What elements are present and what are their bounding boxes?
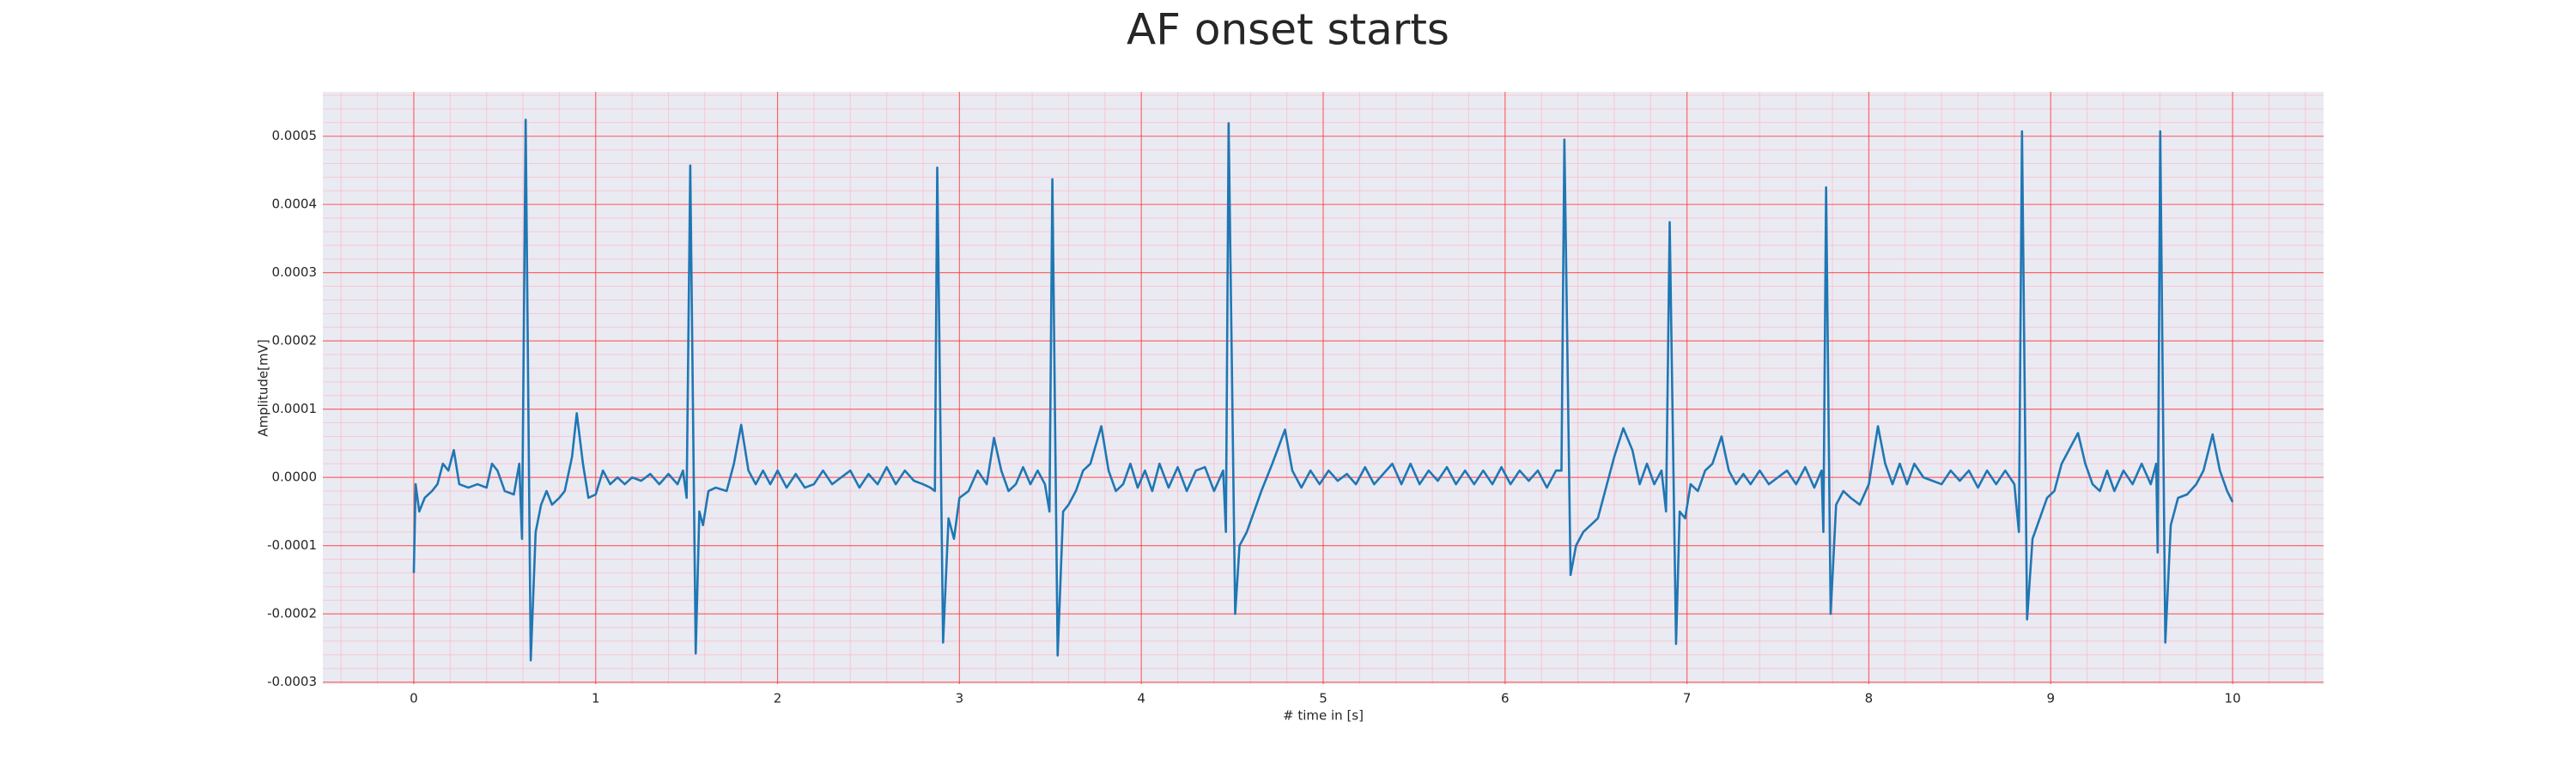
x-tick-label: 3 bbox=[956, 691, 964, 706]
y-tick-label: 0.0004 bbox=[272, 197, 318, 212]
x-tick-label: 7 bbox=[1683, 691, 1692, 706]
x-tick-label: 10 bbox=[2225, 691, 2241, 706]
y-tick-label: -0.0002 bbox=[267, 606, 317, 621]
x-tick-label: 0 bbox=[410, 691, 418, 706]
y-tick-label: 0.0005 bbox=[272, 128, 318, 143]
x-tick-label: 4 bbox=[1137, 691, 1145, 706]
x-tick-label: 6 bbox=[1501, 691, 1510, 706]
x-tick-label: 2 bbox=[774, 691, 782, 706]
x-tick-label: 1 bbox=[592, 691, 600, 706]
chart-title: AF onset starts bbox=[1127, 5, 1449, 55]
ecg-line bbox=[412, 118, 2234, 662]
y-tick-label: 0.0003 bbox=[272, 264, 318, 280]
y-tick-label: 0.0001 bbox=[272, 401, 318, 416]
y-axis-label: Amplitude[mV] bbox=[256, 339, 271, 436]
x-tick-label: 8 bbox=[1865, 691, 1874, 706]
y-tick-label: 0.0000 bbox=[272, 470, 318, 485]
y-tick-label: 0.0002 bbox=[272, 333, 318, 349]
y-tick-label: -0.0001 bbox=[267, 537, 317, 553]
y-tick-label: -0.0003 bbox=[267, 674, 317, 689]
x-axis-label: # time in [s] bbox=[1283, 708, 1364, 724]
x-tick-label: 9 bbox=[2046, 691, 2055, 706]
x-tick-label: 5 bbox=[1319, 691, 1327, 706]
